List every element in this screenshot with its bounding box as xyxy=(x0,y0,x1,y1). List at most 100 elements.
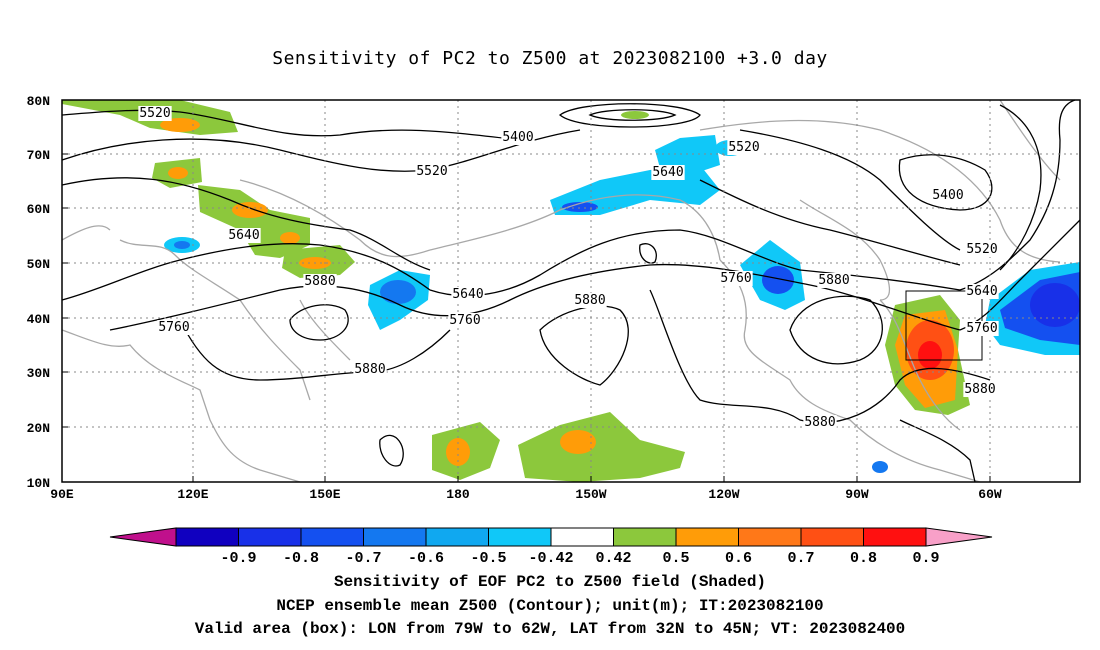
contour-label: 5880 xyxy=(574,293,605,308)
colorbar-swatch xyxy=(863,527,927,547)
positive-shade xyxy=(280,232,300,244)
positive-shade xyxy=(160,118,200,132)
lon-label: 150E xyxy=(309,487,340,502)
negative-shade xyxy=(174,241,190,249)
colorbar-swatch xyxy=(175,527,239,547)
colorbar-swatch xyxy=(550,527,614,547)
contour-label: 5880 xyxy=(818,273,849,288)
positive-shade xyxy=(168,167,188,179)
negative-shade xyxy=(762,266,794,294)
footer-line-3: Valid area (box): LON from 79W to 62W, L… xyxy=(194,620,906,638)
contour-label-bg xyxy=(227,228,261,243)
contour-label-bg xyxy=(415,164,449,179)
lon-label: 180 xyxy=(446,487,470,502)
contour-label-bg xyxy=(965,284,999,299)
contour-label: 5760 xyxy=(449,313,480,328)
contour-label: 5400 xyxy=(932,188,963,203)
contour-label: 5880 xyxy=(354,362,385,377)
contour-label: 5520 xyxy=(139,106,170,121)
lat-label: 80N xyxy=(27,94,50,109)
contour-label-bg xyxy=(448,313,482,328)
colorbar-label: -0.5 xyxy=(470,550,506,567)
contour-label-bg xyxy=(727,140,761,155)
lat-label: 30N xyxy=(27,366,50,381)
colorbar-swatch xyxy=(613,527,677,547)
positive-shade xyxy=(518,412,685,482)
colorbar-label: -0.6 xyxy=(408,550,444,567)
contour-label: 5640 xyxy=(452,287,483,302)
lat-label: 70N xyxy=(27,148,50,163)
colorbar-swatch xyxy=(738,527,802,547)
negative-shade xyxy=(872,461,888,473)
colorbar-label: 0.6 xyxy=(725,550,752,567)
map-frame xyxy=(61,99,1081,483)
lon-label: 120W xyxy=(708,487,739,502)
shading-layer xyxy=(62,100,1080,482)
colorbar-swatch xyxy=(425,527,489,547)
contour-label: 5640 xyxy=(228,228,259,243)
colorbar-label: 0.7 xyxy=(787,550,814,567)
contour-label-bg xyxy=(138,106,172,121)
contour-label: 5880 xyxy=(964,382,995,397)
lon-label: 60W xyxy=(978,487,1002,502)
colorbar-swatch xyxy=(675,527,739,547)
colorbar-label: 0.8 xyxy=(850,550,877,567)
contour-label-bg xyxy=(501,130,535,145)
colorbar-label: 0.42 xyxy=(595,550,631,567)
lon-label: 150W xyxy=(575,487,606,502)
contour-label: 5520 xyxy=(728,140,759,155)
colorbar-label: -0.9 xyxy=(220,550,256,567)
colorbar-swatch xyxy=(488,527,552,547)
colorbar-label: -0.7 xyxy=(345,550,381,567)
colorbar: -0.9 -0.8 -0.7 -0.6 -0.5 -0.42 0.42 0.5 0.6 0.7 0.… xyxy=(109,527,993,567)
colorbar-high-arrow xyxy=(925,527,993,547)
tick-marks xyxy=(62,99,991,482)
contour-label: 5640 xyxy=(652,165,683,180)
z500-contours xyxy=(61,99,1081,483)
contour-label: 5520 xyxy=(966,242,997,257)
lat-label: 20N xyxy=(27,421,50,436)
contour-label: 5880 xyxy=(804,415,835,430)
lon-label: 90E xyxy=(50,487,74,502)
colorbar-swatch xyxy=(363,527,427,547)
positive-shade xyxy=(232,202,268,218)
contour-label-bg xyxy=(817,273,851,288)
contour-label-bg xyxy=(719,271,753,286)
colorbar-label: 0.9 xyxy=(912,550,939,567)
positive-shade xyxy=(446,438,470,466)
positive-shade xyxy=(918,341,942,369)
lat-label: 50N xyxy=(27,257,50,272)
lat-label: 60N xyxy=(27,202,50,217)
contour-label-bg xyxy=(965,242,999,257)
positive-shade xyxy=(621,111,649,119)
lon-label: 90W xyxy=(845,487,869,502)
positive-shade xyxy=(198,185,310,258)
contour-label-bg xyxy=(651,165,685,180)
contour-label-bg xyxy=(451,287,485,302)
colorbar-swatch xyxy=(238,527,302,547)
grid-lines xyxy=(62,100,1080,482)
contour-label-bg xyxy=(931,188,965,203)
colorbar-label: 0.5 xyxy=(662,550,689,567)
colorbar-swatch xyxy=(800,527,864,547)
contour-label: 5400 xyxy=(502,130,533,145)
contour-label-bg xyxy=(157,320,191,335)
footer-line-1: Sensitivity of EOF PC2 to Z500 field (Sh… xyxy=(333,573,767,591)
contour-label-bg xyxy=(965,321,999,336)
contour-label: 5880 xyxy=(304,274,335,289)
lat-label: 10N xyxy=(27,476,50,491)
contour-label: 5760 xyxy=(720,271,751,286)
colorbar-label: -0.42 xyxy=(528,550,573,567)
contour-label-bg xyxy=(353,362,387,377)
contour-label-bg xyxy=(573,293,607,308)
negative-shade xyxy=(562,202,598,212)
negative-shade xyxy=(1030,283,1080,327)
map-title: Sensitivity of PC2 to Z500 at 2023082100… xyxy=(272,48,828,69)
positive-shade xyxy=(560,430,596,454)
negative-shade xyxy=(380,280,416,304)
contour-label: 5760 xyxy=(966,321,997,336)
colorbar-low-arrow xyxy=(109,527,177,547)
lon-label: 120E xyxy=(177,487,208,502)
contour-label-bg xyxy=(963,382,997,397)
colorbar-swatch xyxy=(300,527,364,547)
